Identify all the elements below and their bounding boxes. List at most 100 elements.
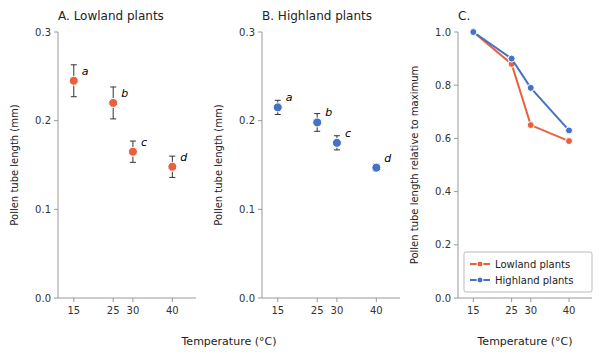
x-tick	[113, 298, 114, 302]
x-tick	[336, 298, 337, 302]
y-tick-label: 0.3	[35, 27, 51, 38]
x-tick	[317, 298, 318, 302]
error-bar-cap	[71, 64, 77, 65]
y-tick	[454, 138, 458, 139]
x-tick	[376, 298, 377, 302]
y-tick	[454, 32, 458, 33]
significance-letter: c	[141, 136, 147, 149]
x-tick	[569, 298, 570, 302]
y-tick-label: 0.0	[35, 293, 51, 304]
point	[313, 118, 322, 127]
error-bar-cap	[314, 131, 320, 132]
point	[109, 98, 118, 107]
legend-marker	[477, 261, 483, 267]
error-bar-cap	[130, 162, 136, 163]
x-tick	[511, 298, 512, 302]
significance-letter: b	[325, 106, 332, 119]
y-tick	[258, 298, 262, 299]
significance-letter: d	[384, 152, 392, 165]
y-tick-label: 0.2	[35, 115, 51, 126]
series-line	[473, 32, 569, 130]
x-tick-label: 25	[311, 305, 324, 316]
x-axis-label: Temperature (°C)	[477, 335, 573, 348]
plot-area	[273, 100, 381, 172]
series-line	[473, 32, 569, 141]
significance-letter: b	[121, 87, 128, 100]
x-axis-line	[58, 298, 196, 299]
y-tick-label: 0.4	[435, 186, 451, 197]
point	[527, 84, 534, 91]
point	[508, 55, 515, 62]
y-tick-label: 0.1	[239, 204, 255, 215]
point	[332, 138, 341, 147]
y-tick-label: 0.2	[239, 115, 255, 126]
y-tick-label: 0.6	[435, 133, 451, 144]
point	[566, 138, 573, 145]
x-tick-label: 40	[166, 305, 179, 316]
panel: A. Lowland plants 0.0 0.1 0.2 0.3 15 25 30 40 Pol…	[9, 9, 276, 348]
y-tick	[54, 32, 58, 33]
y-axis-label: Pollen tube length relative to maximum	[409, 66, 420, 265]
point	[527, 122, 534, 129]
significance-letter: a	[286, 91, 293, 104]
y-tick	[454, 191, 458, 192]
x-axis-line	[262, 298, 400, 299]
x-tick-label: 30	[331, 305, 344, 316]
significance-letter: d	[180, 151, 188, 164]
x-axis-line	[458, 298, 592, 299]
y-tick-label: 0.2	[435, 239, 451, 250]
point	[470, 29, 477, 36]
error-bar-cap	[275, 114, 281, 115]
error-bar-cap	[169, 177, 175, 178]
y-tick-label: 0.0	[239, 293, 255, 304]
x-tick-label: 30	[524, 305, 537, 316]
x-tick	[277, 298, 278, 302]
point	[128, 147, 137, 156]
point	[69, 76, 78, 85]
y-tick	[54, 120, 58, 121]
x-tick	[132, 298, 133, 302]
x-tick-label: 40	[370, 305, 383, 316]
panel-title: C.	[458, 9, 470, 23]
y-tick	[54, 209, 58, 210]
y-axis-line	[458, 32, 459, 298]
x-tick-label: 25	[107, 305, 120, 316]
x-tick-label: 40	[563, 305, 576, 316]
y-tick	[258, 120, 262, 121]
y-tick	[454, 85, 458, 86]
legend-label: Highland plants	[495, 275, 573, 286]
y-axis-line	[58, 32, 59, 298]
error-bar-cap	[275, 100, 281, 101]
point	[566, 127, 573, 134]
error-bar-cap	[334, 149, 340, 150]
significance-letter: a	[82, 65, 89, 78]
point	[273, 103, 282, 112]
legend-marker	[477, 277, 483, 283]
y-tick	[454, 244, 458, 245]
y-tick-label: 0.8	[435, 80, 451, 91]
error-bar-cap	[314, 113, 320, 114]
y-axis-label: Pollen tube length (mm)	[213, 104, 224, 225]
x-tick-label: 30	[127, 305, 140, 316]
y-tick	[54, 298, 58, 299]
x-axis-label: Temperature (°C)	[181, 335, 277, 348]
panel: C.0.00.20.40.60.81.015253040Pollen tube …	[409, 9, 592, 348]
panel: B. Highland plants 0.0 0.1 0.2 0.3 15 25 30 40 Po…	[213, 9, 400, 316]
y-tick-label: 1.0	[435, 27, 451, 38]
y-tick-label: 0.1	[35, 204, 51, 215]
error-bar-cap	[334, 135, 340, 136]
x-tick-label: 15	[67, 305, 80, 316]
legend-frame	[464, 252, 592, 292]
point	[168, 162, 177, 171]
y-tick-label: 0.3	[239, 27, 255, 38]
y-tick	[258, 32, 262, 33]
chart: A. Lowland plants 0.0 0.1 0.2 0.3 15 25 30 40 Pol…	[0, 0, 600, 362]
x-tick-label: 25	[505, 305, 518, 316]
error-bar-cap	[169, 156, 175, 157]
error-bar-cap	[71, 96, 77, 97]
panel-title: B. Highland plants	[262, 9, 372, 23]
plot-area	[69, 65, 177, 178]
panel-title: A. Lowland plants	[58, 9, 164, 23]
x-tick-label: 15	[271, 305, 284, 316]
x-tick	[530, 298, 531, 302]
